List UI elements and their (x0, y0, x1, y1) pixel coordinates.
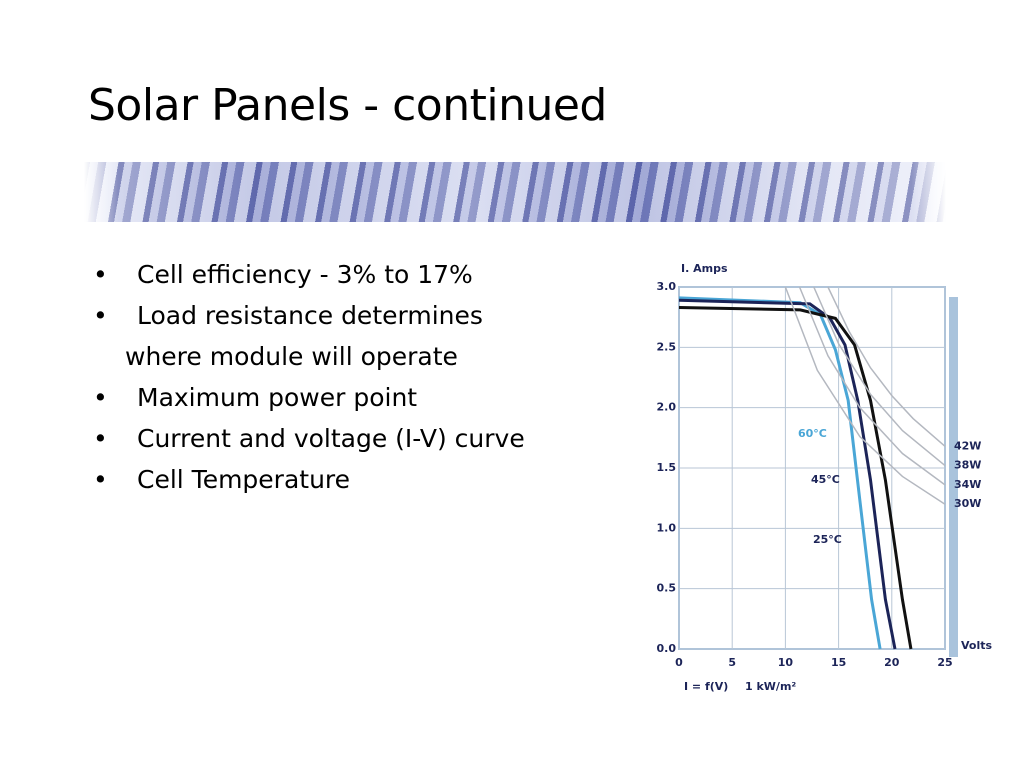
frame-shadow (949, 297, 958, 657)
series-label: 34W (954, 478, 981, 491)
series-line (678, 298, 897, 650)
series-label: 30W (954, 497, 981, 510)
x-tick-label: 0 (675, 656, 683, 669)
bullet-text: Cell efficiency - 3% to 17% (137, 260, 473, 289)
y-tick-label: 3.0 (657, 280, 677, 293)
series-label: 25°C (813, 533, 842, 546)
bullet-text: Load resistance determines where module … (125, 301, 483, 371)
x-tick-label: 25 (937, 656, 952, 669)
series-line (678, 306, 913, 650)
x-tick-label: 15 (831, 656, 846, 669)
annotation: 1 kW/m² (745, 680, 796, 693)
y-tick-label: 2.5 (657, 340, 677, 353)
x-axis-label: Volts (961, 639, 992, 652)
y-tick-label: 1.0 (657, 521, 677, 534)
x-tick-label: 10 (778, 656, 794, 669)
series-label: 38W (954, 459, 981, 472)
annotation: I = f(V) (684, 680, 728, 693)
series-label: 45°C (811, 473, 840, 486)
y-tick-label: 2.0 (657, 401, 677, 414)
x-tick-label: 5 (728, 656, 736, 669)
y-axis-label: I. Amps (681, 262, 728, 275)
bullet-text: Current and voltage (I-V) curve (137, 424, 525, 453)
series-line (798, 286, 946, 486)
y-tick-label: 1.5 (657, 461, 677, 474)
series-line (784, 286, 946, 505)
bullet: • Current and voltage (I-V) curve (93, 424, 525, 453)
banner (84, 162, 946, 222)
x-tick-label: 20 (884, 656, 900, 669)
bullet: • Cell Temperature (93, 465, 351, 494)
series-label: 60°C (798, 427, 827, 440)
bullet-text: Cell Temperature (137, 465, 351, 494)
bullet: • Cell efficiency - 3% to 17% (93, 260, 473, 289)
y-tick-label: 0.5 (657, 582, 677, 595)
series-label: 42W (954, 439, 981, 452)
series-line (813, 286, 946, 467)
bullet: • Load resistance determines where module… (93, 301, 483, 371)
bullet-text: Maximum power point (137, 383, 418, 412)
series-line (827, 286, 946, 447)
slide-title: Solar Panels - continued (88, 80, 607, 131)
bullet: • Maximum power point (93, 383, 418, 412)
y-tick-label: 0.0 (657, 642, 677, 655)
